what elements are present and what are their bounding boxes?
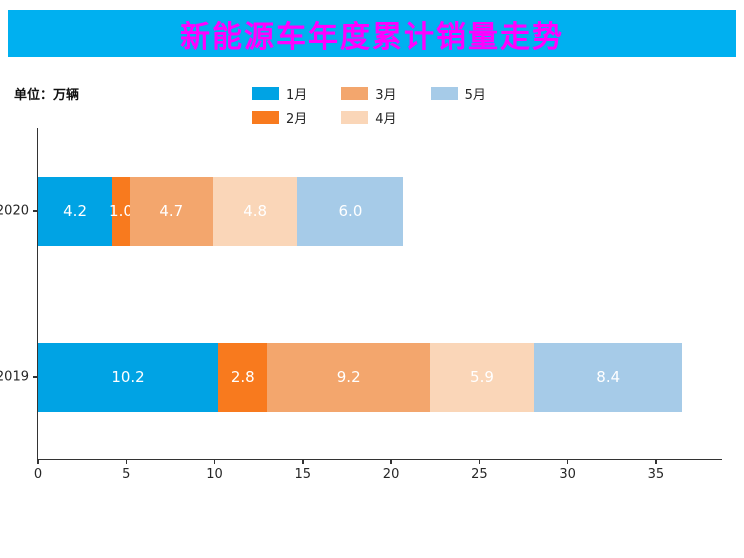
bar-segment-1月-2020: 4.2 [38,176,113,246]
legend-item-5月: 5月 [430,84,486,103]
bar-segment-4月-2019: 5.9 [429,342,535,412]
bar-segment-4月-2020: 4.8 [212,176,298,246]
legend-label-1月: 1月 [286,87,308,103]
bar-segment-1月-2019: 10.2 [38,342,219,412]
x-axis-tick [37,459,39,464]
x-axis-tick-label: 15 [294,467,312,482]
legend-label-5月: 5月 [464,87,486,103]
legend-swatch-4月 [341,110,369,124]
legend-swatch-3月 [341,86,369,100]
x-axis-tick-label: 25 [471,467,488,482]
legend-label-3月: 3月 [375,87,397,103]
legend-label-4月: 4月 [375,111,397,127]
title-bar: 新能源车年度累计销量走势 [8,10,736,57]
bar-segment-2月-2019: 2.8 [218,342,268,412]
x-axis-tick-label: 30 [559,467,576,482]
bar-row-2020: 4.2 1.0 4.7 4.8 6.0 [38,176,404,246]
legend: 1月 2月 3月 4月 5月 [252,81,486,129]
legend-swatch-5月 [430,86,458,100]
bar-segment-3月-2020: 4.7 [129,176,213,246]
legend-item-3月: 3月 [341,84,397,103]
x-axis-tick [125,459,128,464]
unit-label: 单位：万辆 [14,88,80,103]
x-axis-tick [655,459,657,464]
x-axis-tick [566,459,569,464]
legend-item-2月: 2月 [252,108,307,127]
x-axis-tick-label: 35 [647,467,665,482]
bar-segment-3月-2019: 9.2 [267,342,430,412]
chart-title: 新能源车年度累计销量走势 [180,19,564,55]
x-axis-tick [302,459,304,464]
x-axis-tick-label: 0 [33,467,43,482]
y-axis-tick [33,376,38,378]
plot-area: 0 5 10 15 20 25 30 35 2020 4.2 1.0 4.7 4.8 6.0 2019 10.… [0,128,722,482]
y-axis-category-label: 2020 [0,203,29,219]
y-axis-tick [33,210,38,212]
x-axis-tick [213,459,216,464]
x-axis-tick-label: 20 [382,467,400,482]
legend-swatch-2月 [252,110,279,124]
legend-swatch-1月 [252,86,279,100]
legend-item-4月: 4月 [341,108,397,127]
x-axis-tick-label: 10 [206,467,223,482]
bar-segment-5月-2019: 8.4 [534,342,683,412]
x-axis-tick [478,459,481,464]
legend-item-1月: 1月 [252,84,307,103]
y-axis-category-label: 2019 [0,369,29,385]
x-axis-tick-label: 5 [122,467,131,482]
bar-segment-2月-2020: 1.0 [109,176,133,246]
legend-label-2月: 2月 [286,111,308,127]
x-axis-tick [390,459,392,464]
bar-row-2019: 10.2 2.8 9.2 5.9 8.4 [38,342,683,412]
bar-segment-5月-2020: 6.0 [297,176,404,246]
